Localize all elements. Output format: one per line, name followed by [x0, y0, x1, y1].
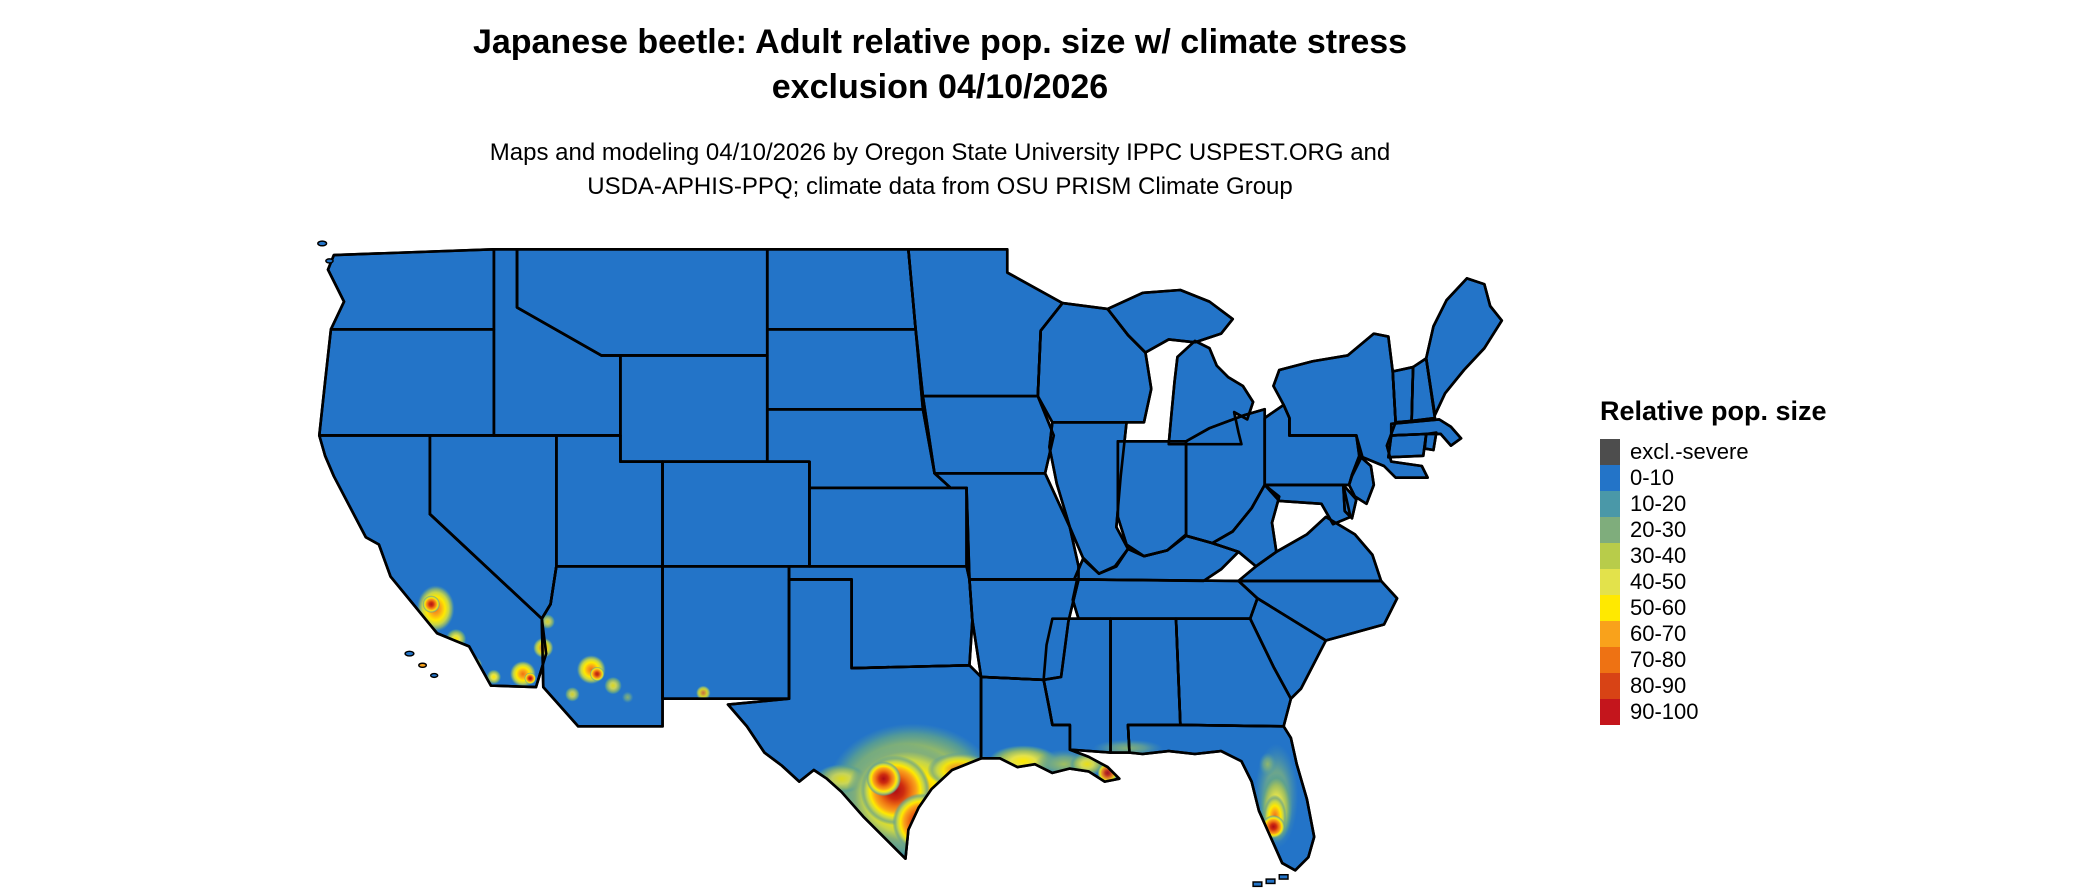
legend-label: 90-100	[1630, 699, 1699, 724]
legend-swatch	[1600, 673, 1620, 699]
legend-swatch	[1600, 699, 1620, 725]
legend-swatch	[1600, 465, 1620, 491]
legend-row: 40-50	[1600, 569, 1900, 595]
page-subtitle-line1: Maps and modeling 04/10/2026 by Oregon S…	[489, 138, 1391, 166]
legend: Relative pop. size excl.-severe 0-10 10-20…	[1600, 396, 1900, 725]
legend-swatch	[1600, 517, 1620, 543]
legend-row: 60-70	[1600, 621, 1900, 647]
legend-label: 50-60	[1630, 595, 1687, 620]
page-title-line2: exclusion 04/10/2026	[771, 67, 1109, 106]
legend-label: 20-30	[1630, 517, 1687, 542]
legend-swatch	[1600, 543, 1620, 569]
islands	[317, 240, 1289, 888]
legend-swatch	[1600, 647, 1620, 673]
legend-items: excl.-severe 0-10 10-20 20-30 30-40 40-50 50-6…	[1600, 439, 1900, 725]
legend-label: 0-10	[1630, 465, 1675, 490]
legend-swatch	[1600, 439, 1620, 465]
legend-label: 70-80	[1630, 647, 1687, 672]
legend-swatch	[1600, 491, 1620, 517]
legend-swatch	[1600, 595, 1620, 621]
legend-row: excl.-severe	[1600, 439, 1900, 465]
us-map	[296, 226, 1576, 895]
legend-label: 10-20	[1630, 491, 1687, 516]
legend-row: 90-100	[1600, 699, 1900, 725]
legend-row: 20-30	[1600, 517, 1900, 543]
legend-swatch	[1600, 621, 1620, 647]
us-map-svg	[317, 240, 1504, 888]
legend-row: 0-10	[1600, 465, 1900, 491]
legend-title: Relative pop. size	[1600, 396, 1827, 426]
legend-label: 30-40	[1630, 543, 1687, 568]
legend-row: 80-90	[1600, 673, 1900, 699]
legend-row: 10-20	[1600, 491, 1900, 517]
header: Japanese beetle: Adult relative pop. siz…	[0, 20, 1880, 204]
page-title-line1: Japanese beetle: Adult relative pop. siz…	[472, 23, 1408, 61]
legend-swatch	[1600, 569, 1620, 595]
legend-label: 40-50	[1630, 569, 1687, 594]
legend-row: 70-80	[1600, 647, 1900, 673]
page-title: Japanese beetle: Adult relative pop. siz…	[0, 20, 1880, 110]
legend-label: excl.-severe	[1630, 439, 1749, 464]
page-subtitle: Maps and modeling 04/10/2026 by Oregon S…	[0, 136, 1880, 204]
legend-label: 60-70	[1630, 621, 1687, 646]
legend-row: 50-60	[1600, 595, 1900, 621]
legend-label: 80-90	[1630, 673, 1687, 698]
legend-row: 30-40	[1600, 543, 1900, 569]
page-subtitle-line2: USDA-APHIS-PPQ; climate data from OSU PR…	[587, 172, 1293, 200]
